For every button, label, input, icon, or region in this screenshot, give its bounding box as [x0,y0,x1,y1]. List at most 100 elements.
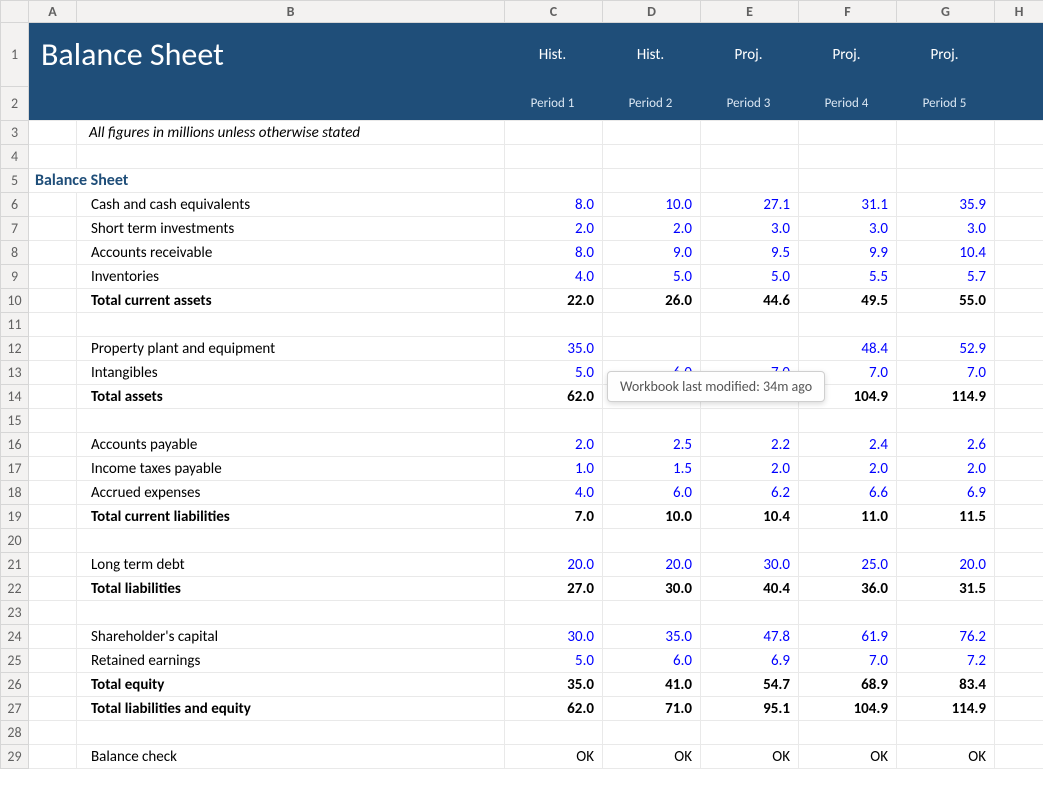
val-intan-0[interactable]: 5.0 [505,361,603,385]
row-header-15[interactable]: 15 [1,409,29,433]
label-check[interactable]: Balance check [77,745,505,769]
cell-r4-2[interactable] [505,145,603,169]
val-te-0[interactable]: 35.0 [505,673,603,697]
cell-r23-5[interactable] [799,601,897,625]
col-header-E[interactable]: E [701,1,799,23]
cell-H-cash[interactable] [995,193,1043,217]
val-te-1[interactable]: 41.0 [603,673,701,697]
cell-A-tca[interactable] [29,289,77,313]
val-cash-0[interactable]: 8.0 [505,193,603,217]
val-sti-0[interactable]: 2.0 [505,217,603,241]
cell-A-re[interactable] [29,649,77,673]
cell-r11-3[interactable] [603,313,701,337]
period-label-1[interactable]: Period 2 [603,87,701,121]
val-accr-3[interactable]: 6.6 [799,481,897,505]
cell-r23-3[interactable] [603,601,701,625]
cell-r4-1[interactable] [77,145,505,169]
row-header-26[interactable]: 26 [1,673,29,697]
val-sti-4[interactable]: 3.0 [897,217,995,241]
cell-A-tl[interactable] [29,577,77,601]
col-header-D[interactable]: D [603,1,701,23]
cell-r11-0[interactable] [29,313,77,337]
val-cap-4[interactable]: 76.2 [897,625,995,649]
label-re[interactable]: Retained earnings [77,649,505,673]
cell-r15-3[interactable] [603,409,701,433]
cell-r20-0[interactable] [29,529,77,553]
band-label-0[interactable]: Hist. [505,23,603,87]
cell-AB2[interactable] [29,87,505,121]
val-accr-4[interactable]: 6.9 [897,481,995,505]
val-tle-0[interactable]: 62.0 [505,697,603,721]
cell-r23-1[interactable] [77,601,505,625]
label-ltd[interactable]: Long term debt [77,553,505,577]
cell-H-tca[interactable] [995,289,1043,313]
label-ap[interactable]: Accounts payable [77,433,505,457]
row-header-4[interactable]: 4 [1,145,29,169]
val-ppe-2[interactable] [701,337,799,361]
val-tle-2[interactable]: 95.1 [701,697,799,721]
row-header-6[interactable]: 6 [1,193,29,217]
val-check-1[interactable]: OK [603,745,701,769]
cell-H-check[interactable] [995,745,1043,769]
row-header-3[interactable]: 3 [1,121,29,145]
val-itp-0[interactable]: 1.0 [505,457,603,481]
label-ppe[interactable]: Property plant and equipment [77,337,505,361]
row-header-13[interactable]: 13 [1,361,29,385]
val-re-2[interactable]: 6.9 [701,649,799,673]
cell-r20-2[interactable] [505,529,603,553]
val-accr-1[interactable]: 6.0 [603,481,701,505]
cell-r3-3[interactable] [799,121,897,145]
val-ppe-1[interactable] [603,337,701,361]
col-header-G[interactable]: G [897,1,995,23]
cell-H-te[interactable] [995,673,1043,697]
val-tca-4[interactable]: 55.0 [897,289,995,313]
row-header-11[interactable]: 11 [1,313,29,337]
val-ltd-4[interactable]: 20.0 [897,553,995,577]
val-inv-2[interactable]: 5.0 [701,265,799,289]
val-ta-0[interactable]: 62.0 [505,385,603,409]
cell-A-check[interactable] [29,745,77,769]
val-cash-1[interactable]: 10.0 [603,193,701,217]
cell-H1[interactable] [995,23,1043,87]
val-tl-1[interactable]: 30.0 [603,577,701,601]
cell-r3-4[interactable] [897,121,995,145]
cell-A-ppe[interactable] [29,337,77,361]
period-label-3[interactable]: Period 4 [799,87,897,121]
val-ppe-4[interactable]: 52.9 [897,337,995,361]
val-check-3[interactable]: OK [799,745,897,769]
cell-A-inv[interactable] [29,265,77,289]
cell-A-ap[interactable] [29,433,77,457]
row-header-18[interactable]: 18 [1,481,29,505]
val-accr-0[interactable]: 4.0 [505,481,603,505]
val-itp-1[interactable]: 1.5 [603,457,701,481]
cell-r20-1[interactable] [77,529,505,553]
val-ar-0[interactable]: 8.0 [505,241,603,265]
val-tca-0[interactable]: 22.0 [505,289,603,313]
val-tle-3[interactable]: 104.9 [799,697,897,721]
val-sti-1[interactable]: 2.0 [603,217,701,241]
cell-A-tcl[interactable] [29,505,77,529]
cell-H-ap[interactable] [995,433,1043,457]
val-cash-3[interactable]: 31.1 [799,193,897,217]
label-cap[interactable]: Shareholder's capital [77,625,505,649]
cell-r5-0[interactable] [505,169,603,193]
cell-r15-4[interactable] [701,409,799,433]
period-label-4[interactable]: Period 5 [897,87,995,121]
row-header-1[interactable]: 1 [1,23,29,87]
row-header-29[interactable]: 29 [1,745,29,769]
val-ap-0[interactable]: 2.0 [505,433,603,457]
val-tl-4[interactable]: 31.5 [897,577,995,601]
val-cash-2[interactable]: 27.1 [701,193,799,217]
cell-r20-4[interactable] [701,529,799,553]
cell-H-re[interactable] [995,649,1043,673]
row-header-21[interactable]: 21 [1,553,29,577]
label-tcl[interactable]: Total current liabilities [77,505,505,529]
cell-r11-2[interactable] [505,313,603,337]
cell-r20-7[interactable] [995,529,1043,553]
val-inv-4[interactable]: 5.7 [897,265,995,289]
cell-H-ta[interactable] [995,385,1043,409]
period-label-0[interactable]: Period 1 [505,87,603,121]
cell-r5-5[interactable] [995,169,1043,193]
band-label-2[interactable]: Proj. [701,23,799,87]
label-tl[interactable]: Total liabilities [77,577,505,601]
